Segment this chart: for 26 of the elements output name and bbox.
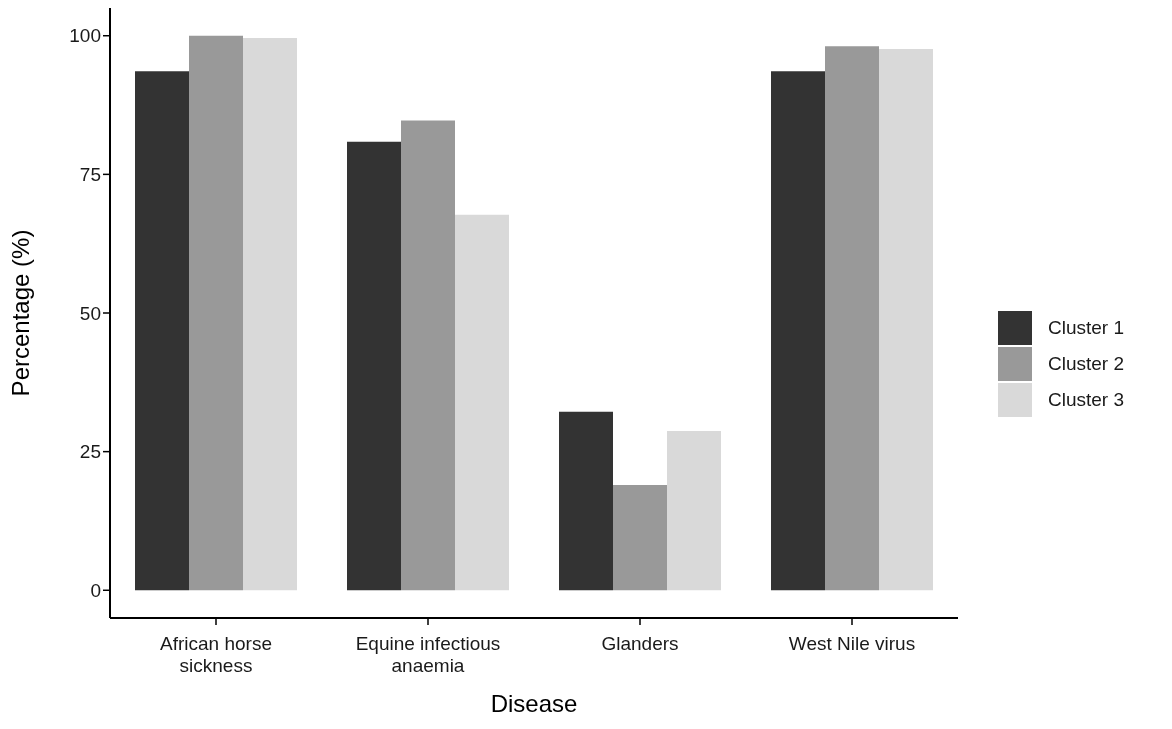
bar bbox=[135, 71, 189, 591]
bar bbox=[347, 141, 401, 591]
legend-label: Cluster 1 bbox=[1048, 317, 1125, 339]
bar bbox=[559, 411, 613, 591]
x-tick-label: West Nile virus bbox=[788, 633, 916, 655]
bar bbox=[189, 35, 243, 591]
bar bbox=[667, 431, 721, 591]
bar bbox=[825, 46, 879, 591]
y-axis-title: Percentage (%) bbox=[6, 229, 34, 397]
x-tick-label: Glanders bbox=[601, 633, 679, 655]
x-tick-label: Equine infectious anaemia bbox=[355, 633, 501, 676]
bar bbox=[455, 214, 509, 591]
legend-label: Cluster 3 bbox=[1048, 389, 1125, 411]
legend-label: Cluster 2 bbox=[1048, 353, 1125, 375]
x-axis-title: Disease bbox=[490, 690, 578, 717]
bar bbox=[401, 120, 455, 591]
y-tick-label: 25 bbox=[79, 441, 101, 463]
bar bbox=[243, 37, 297, 591]
x-tick-label: African horse sickness bbox=[160, 633, 272, 676]
y-tick-label: 50 bbox=[79, 302, 101, 324]
bar bbox=[771, 71, 825, 591]
bar bbox=[879, 49, 933, 591]
y-tick-label: 75 bbox=[79, 164, 101, 186]
y-tick-label: 100 bbox=[69, 25, 101, 47]
y-tick-label: 0 bbox=[90, 580, 101, 602]
bar bbox=[613, 484, 667, 591]
